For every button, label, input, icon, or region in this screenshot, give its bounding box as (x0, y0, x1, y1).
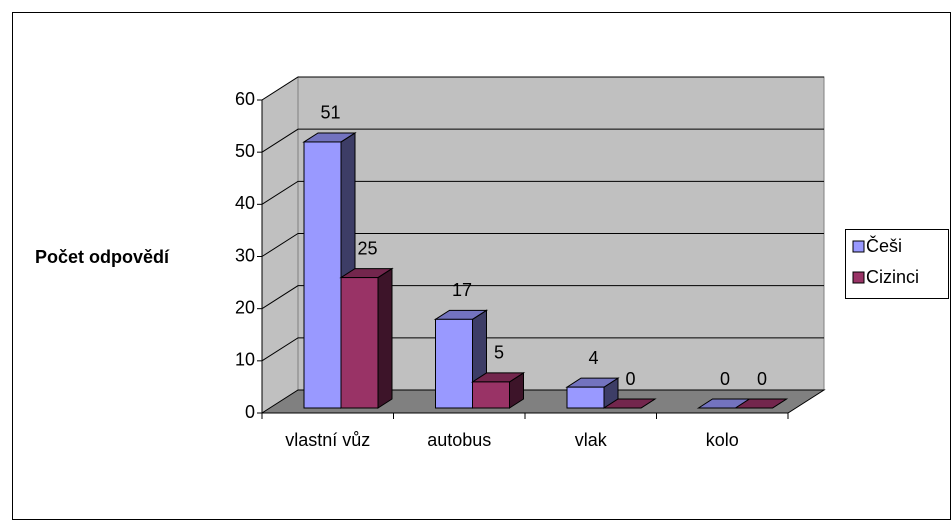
value-label: 5 (494, 343, 504, 363)
bar-side (377, 267, 393, 409)
y-tick-label: 30 (235, 245, 255, 265)
x-tick-label: kolo (706, 430, 739, 450)
grid-line (261, 233, 824, 257)
legend-label: Češi (866, 235, 902, 256)
x-tick-label: vlak (575, 430, 608, 450)
bar (433, 309, 489, 409)
value-label: 0 (625, 369, 635, 389)
bar-front (303, 141, 342, 409)
bar-front (435, 318, 473, 409)
bar-front (340, 277, 379, 409)
bar (602, 398, 657, 409)
bar-top (602, 398, 657, 409)
bar (470, 372, 526, 409)
grid-line (261, 285, 824, 310)
value-label: 17 (452, 280, 472, 300)
bar-top (733, 398, 789, 409)
value-label: 51 (320, 103, 340, 123)
bar-front (472, 381, 510, 409)
legend-label: Cizinci (866, 267, 919, 287)
value-label: 4 (588, 348, 598, 368)
bar (565, 377, 620, 409)
grid-line (261, 76, 824, 101)
y-tick-label: 50 (235, 141, 255, 161)
bar (339, 267, 394, 409)
legend-swatch (852, 271, 865, 284)
y-axis-label: Počet odpovědí (35, 247, 170, 267)
y-tick-label: 60 (235, 89, 255, 109)
x-tick-label: autobus (427, 430, 491, 450)
grid-line (261, 128, 824, 153)
legend-swatch (852, 240, 865, 253)
bar (733, 398, 789, 409)
y-tick-label: 0 (245, 402, 255, 422)
y-tick-label: 10 (235, 350, 255, 370)
grid-line (261, 180, 824, 205)
grid-line (261, 337, 824, 362)
value-label: 25 (357, 238, 377, 258)
y-tick-label: 20 (235, 297, 255, 317)
bar-front (566, 386, 605, 409)
y-tick-label: 40 (235, 193, 255, 213)
x-tick-label: vlastní vůz (285, 430, 370, 450)
value-label: 0 (720, 369, 730, 389)
value-label: 0 (757, 369, 767, 389)
